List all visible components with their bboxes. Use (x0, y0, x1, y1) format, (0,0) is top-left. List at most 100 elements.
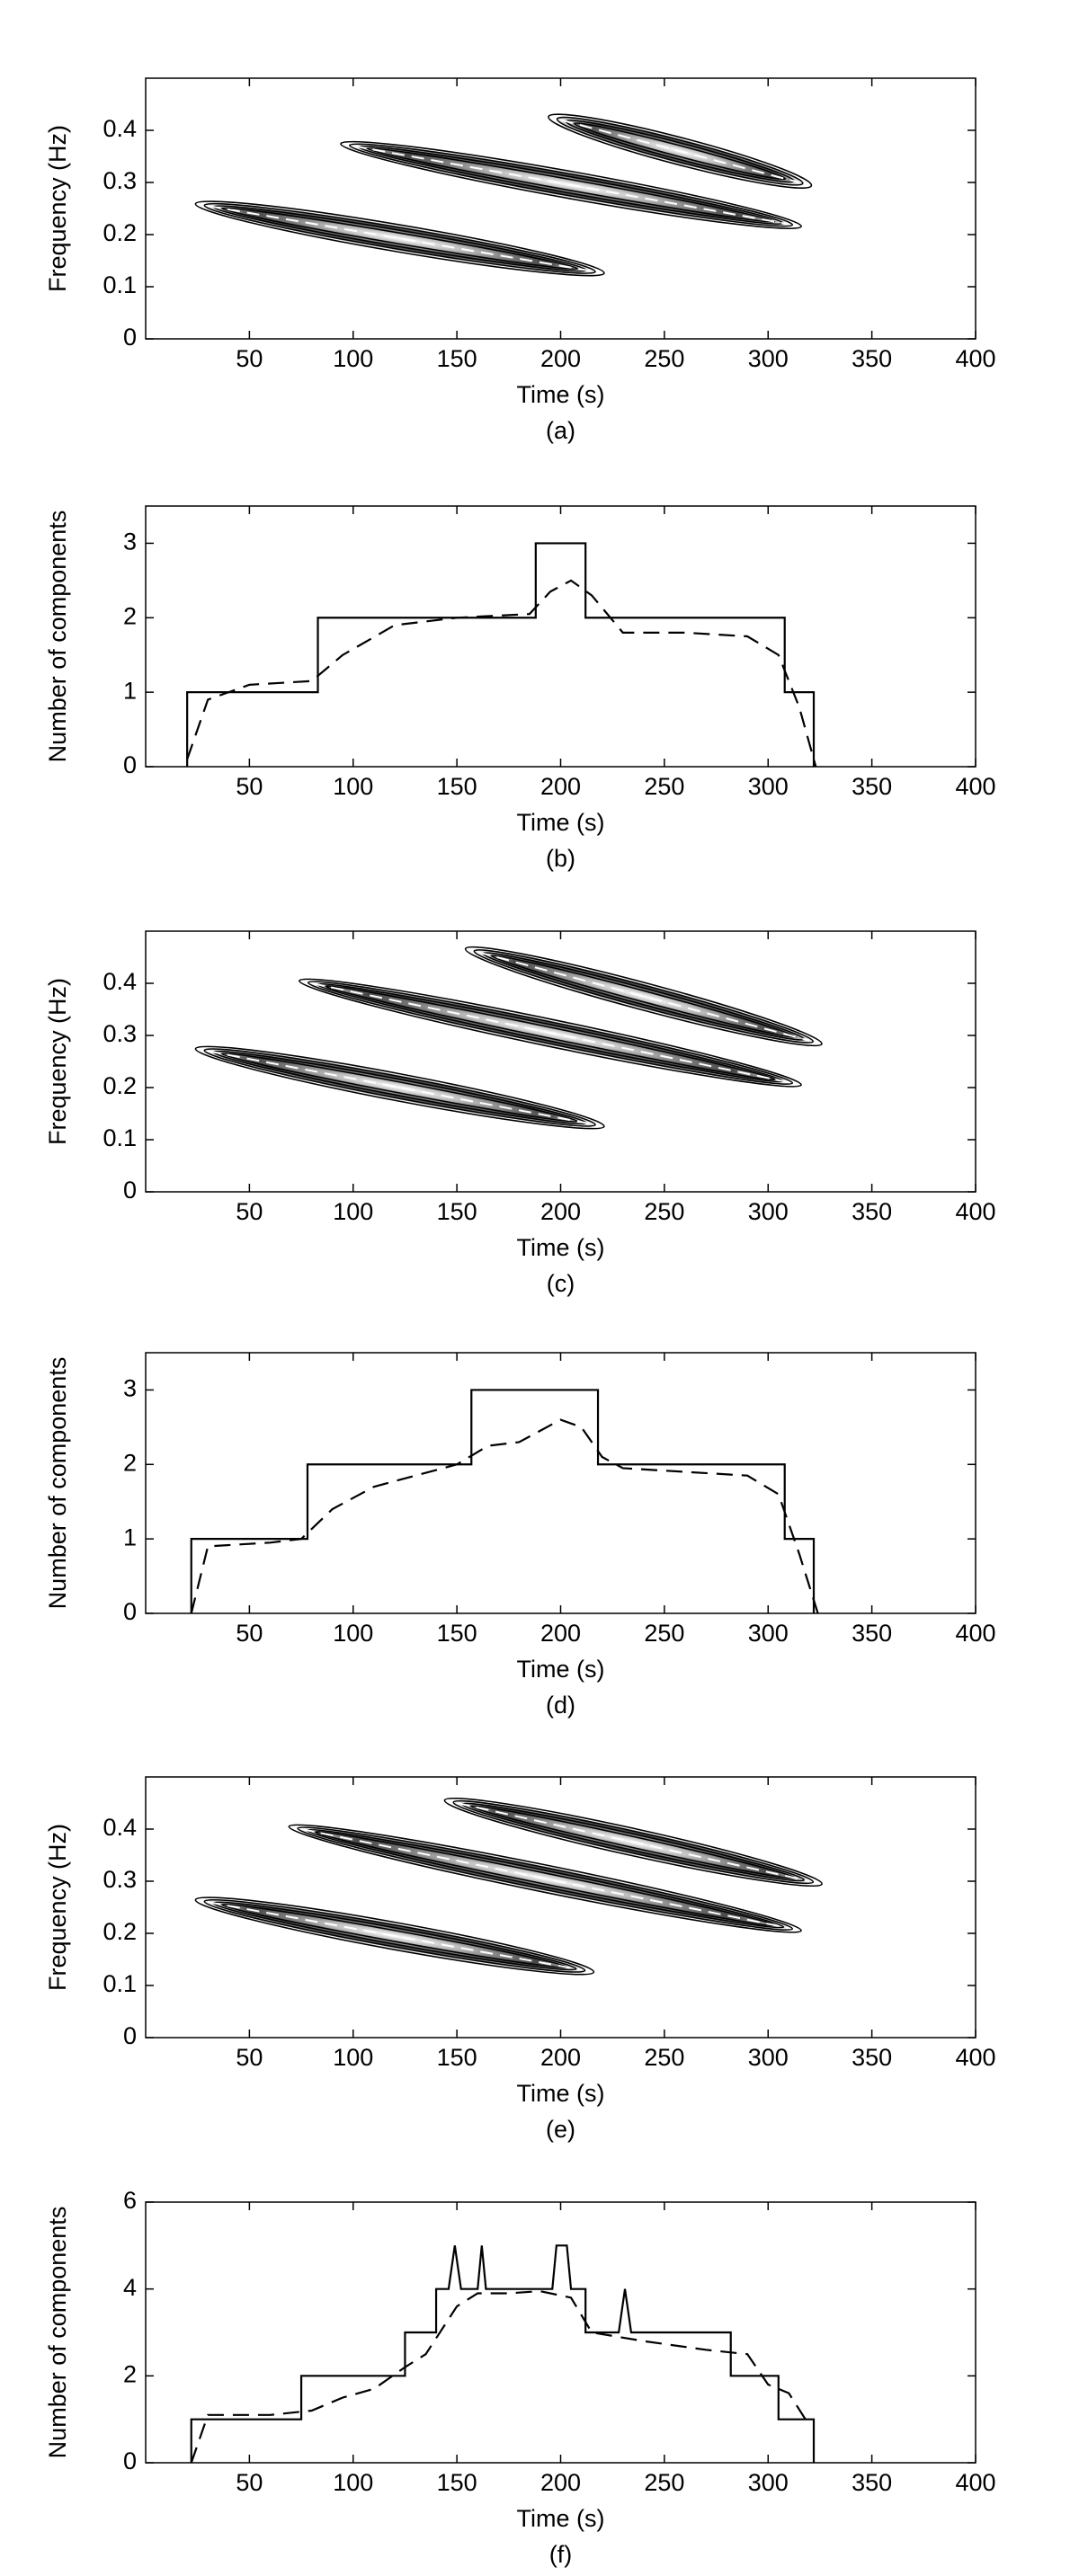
x-tick-label: 400 (955, 345, 995, 372)
y-axis-label: Frequency (Hz) (44, 978, 71, 1145)
x-tick-label: 250 (644, 2469, 684, 2496)
x-tick-label: 350 (852, 345, 892, 372)
x-tick-label: 200 (540, 2044, 581, 2071)
x-tick-label: 400 (955, 1198, 995, 1225)
x-tick-label: 150 (437, 1620, 477, 1647)
x-tick-label: 50 (236, 2469, 263, 2496)
y-axis-label: Number of components (44, 1357, 71, 1610)
x-tick-label: 200 (540, 1620, 581, 1647)
x-tick-label: 200 (540, 1198, 581, 1225)
x-tick-label: 250 (644, 345, 684, 372)
y-tick-label: 0 (123, 1177, 137, 1204)
y-tick-label: 0.4 (103, 1814, 137, 1841)
contour (297, 1826, 794, 1932)
y-tick-label: 0.2 (103, 1918, 137, 1945)
axes-box (145, 2201, 976, 2464)
y-tick-label: 2 (123, 602, 137, 629)
caption: (d) (546, 1692, 575, 1719)
y-tick-label: 2 (123, 2360, 137, 2387)
solid-line (190, 1389, 816, 1613)
ridge (208, 1050, 593, 1125)
energy-shading (202, 1048, 598, 1127)
x-tick-label: 50 (236, 345, 263, 372)
contour (340, 140, 802, 229)
x-tick-label: 300 (748, 2044, 789, 2071)
y-axis-label: Frequency (Hz) (44, 1824, 71, 1991)
x-tick-label: 150 (437, 1198, 477, 1225)
axes-box (145, 1352, 976, 1614)
caption: (f) (549, 2541, 572, 2568)
dashed-line (190, 1418, 819, 1614)
ridge (456, 1802, 810, 1882)
x-tick-label: 300 (748, 2469, 789, 2496)
x-axis-label: Time (s) (517, 2080, 605, 2107)
y-tick-label: 2 (123, 1449, 137, 1476)
y-tick-label: 0 (123, 2447, 137, 2474)
y-axis-label: Frequency (Hz) (44, 125, 71, 292)
caption: (e) (546, 2116, 575, 2143)
y-axis-label: Number of components (44, 511, 71, 763)
contour (366, 147, 776, 223)
x-tick-label: 300 (748, 773, 789, 800)
x-tick-label: 50 (236, 2044, 263, 2071)
x-tick-label: 50 (236, 1620, 263, 1647)
x-tick-label: 150 (437, 773, 477, 800)
contour (221, 207, 579, 271)
y-tick-label: 0.3 (103, 167, 137, 194)
x-tick-label: 150 (437, 2469, 477, 2496)
x-tick-label: 250 (644, 773, 684, 800)
contour (307, 981, 794, 1086)
dashed-line (186, 579, 817, 768)
y-axis-label: Number of components (44, 2207, 71, 2459)
y-tick-label: 0.2 (103, 219, 137, 246)
y-tick-label: 3 (123, 529, 137, 555)
y-tick-label: 1 (123, 677, 137, 704)
energy-shading (202, 202, 598, 275)
contour (548, 113, 813, 190)
y-tick-label: 0.3 (103, 1866, 137, 1893)
y-tick-label: 4 (123, 2274, 137, 2301)
x-axis-label: Time (s) (517, 1234, 605, 1261)
axes-box (145, 505, 976, 768)
solid-line (186, 542, 816, 767)
x-tick-label: 250 (644, 1620, 684, 1647)
x-tick-label: 100 (333, 2469, 373, 2496)
x-tick-label: 350 (852, 2044, 892, 2071)
x-tick-label: 50 (236, 1198, 263, 1225)
ridge (300, 1828, 789, 1930)
ridge (477, 951, 810, 1042)
x-tick-label: 350 (852, 1620, 892, 1647)
contour (574, 122, 787, 181)
x-tick-label: 100 (333, 773, 373, 800)
ridge (208, 1901, 582, 1971)
contour (556, 116, 804, 186)
contour (349, 143, 794, 227)
x-tick-label: 350 (852, 773, 892, 800)
ridge (311, 982, 789, 1084)
y-tick-label: 0.3 (103, 1020, 137, 1047)
x-tick-label: 300 (748, 1198, 789, 1225)
x-tick-label: 400 (955, 2044, 995, 2071)
dashed-line (190, 2289, 807, 2464)
x-tick-label: 100 (333, 1198, 373, 1225)
caption: (a) (546, 417, 575, 444)
contour (490, 955, 797, 1038)
x-tick-label: 150 (437, 345, 477, 372)
x-tick-label: 100 (333, 2044, 373, 2071)
x-tick-label: 300 (748, 345, 789, 372)
y-tick-label: 0.2 (103, 1072, 137, 1099)
y-tick-label: 0.4 (103, 968, 137, 995)
y-tick-label: 0 (123, 751, 137, 778)
contour (464, 946, 823, 1047)
contour (194, 1045, 605, 1130)
caption: (c) (547, 1270, 575, 1297)
contour (203, 202, 596, 274)
solid-line (190, 2244, 816, 2463)
x-tick-label: 200 (540, 2469, 581, 2496)
y-tick-label: 6 (123, 2187, 137, 2214)
y-tick-label: 0 (123, 2022, 137, 2049)
ridge (208, 205, 593, 272)
y-tick-label: 0.4 (103, 115, 137, 142)
y-tick-label: 1 (123, 1523, 137, 1550)
x-tick-label: 150 (437, 2044, 477, 2071)
